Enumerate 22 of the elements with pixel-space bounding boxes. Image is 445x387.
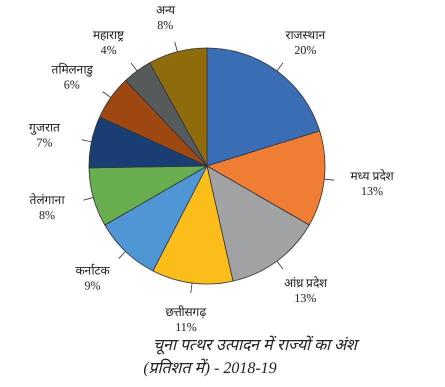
data-label: 13% — [360, 184, 383, 198]
slice-label: अन्य — [156, 2, 176, 17]
slice-label: छत्तीसगढ़ — [165, 304, 206, 319]
data-label: 13% — [294, 291, 316, 306]
slice-label: तमिलनाडु — [51, 62, 94, 78]
slice-label: कर्नाटक — [75, 263, 110, 278]
data-label: 8% — [39, 208, 55, 222]
data-label: 9% — [84, 278, 100, 292]
data-label: 6% — [64, 78, 80, 92]
data-label: 8% — [157, 18, 174, 32]
data-label: 11% — [175, 320, 197, 334]
slice-label: गुजरात — [29, 120, 62, 136]
text: (प्रतिशत में) - 2018-19 — [143, 358, 277, 377]
slice-label: राजस्थान — [285, 28, 326, 42]
text: चूना पत्थर उत्पादन में राज्यों का अंश — [153, 335, 360, 355]
slice-label: तेलंगाना — [30, 193, 66, 208]
legend-label: मध्य प्रदेश — [350, 169, 394, 184]
data-label: 20% — [294, 42, 316, 57]
data-label: 4% — [100, 42, 117, 57]
slice-label: आंध्र प्रदेश — [284, 276, 328, 290]
slice-label: महाराष्ट्र — [93, 28, 126, 42]
data-label: 7% — [36, 135, 53, 150]
